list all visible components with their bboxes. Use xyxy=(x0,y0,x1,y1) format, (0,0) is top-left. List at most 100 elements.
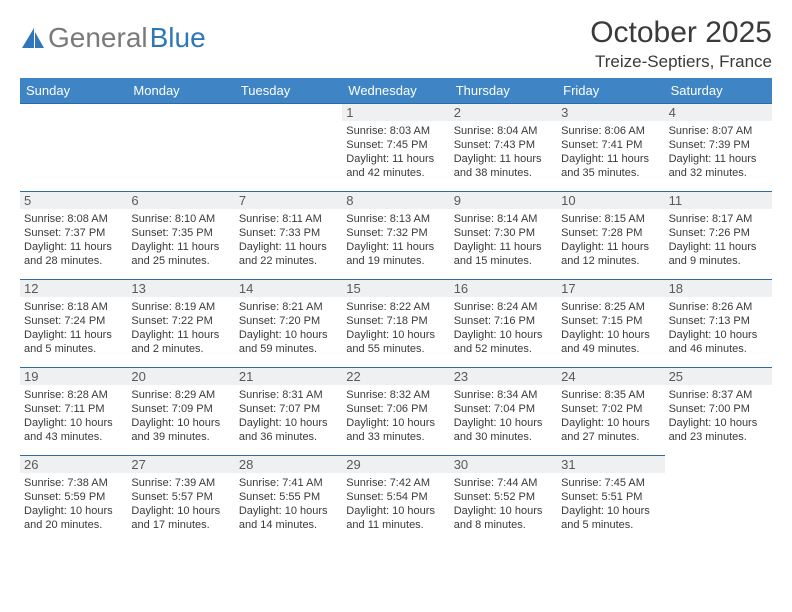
sunrise-line: Sunrise: 7:39 AM xyxy=(131,476,230,490)
sunset-line: Sunset: 7:20 PM xyxy=(239,314,338,328)
sunrise-line: Sunrise: 7:38 AM xyxy=(24,476,123,490)
sunrise-line: Sunrise: 8:10 AM xyxy=(131,212,230,226)
day-number: 8 xyxy=(342,192,449,209)
sunset-line: Sunset: 7:32 PM xyxy=(346,226,445,240)
day-number: 11 xyxy=(665,192,772,209)
brand-logo: General Blue xyxy=(20,22,206,54)
daylight-line: Daylight: 11 hours and 5 minutes. xyxy=(24,328,123,356)
day-cell: 10Sunrise: 8:15 AMSunset: 7:28 PMDayligh… xyxy=(557,191,664,279)
daylight-line: Daylight: 10 hours and 59 minutes. xyxy=(239,328,338,356)
weekday-header-cell: Tuesday xyxy=(235,78,342,103)
sunset-line: Sunset: 7:18 PM xyxy=(346,314,445,328)
weekday-header-cell: Sunday xyxy=(20,78,127,103)
sunrise-line: Sunrise: 8:34 AM xyxy=(454,388,553,402)
daylight-line: Daylight: 10 hours and 23 minutes. xyxy=(669,416,768,444)
sunset-line: Sunset: 5:54 PM xyxy=(346,490,445,504)
daylight-line: Daylight: 10 hours and 27 minutes. xyxy=(561,416,660,444)
day-cell: 2Sunrise: 8:04 AMSunset: 7:43 PMDaylight… xyxy=(450,103,557,191)
blank-cell xyxy=(127,103,234,191)
day-cell: 24Sunrise: 8:35 AMSunset: 7:02 PMDayligh… xyxy=(557,367,664,455)
sail-icon xyxy=(20,26,46,50)
sunrise-line: Sunrise: 7:41 AM xyxy=(239,476,338,490)
daylight-line: Daylight: 10 hours and 17 minutes. xyxy=(131,504,230,532)
location-label: Treize-Septiers, France xyxy=(590,52,772,72)
sunrise-line: Sunrise: 8:19 AM xyxy=(131,300,230,314)
header-bar: General Blue October 2025 Treize-Septier… xyxy=(20,16,772,72)
sunrise-line: Sunrise: 8:14 AM xyxy=(454,212,553,226)
day-number: 12 xyxy=(20,280,127,297)
sunrise-line: Sunrise: 8:32 AM xyxy=(346,388,445,402)
sunset-line: Sunset: 7:24 PM xyxy=(24,314,123,328)
daylight-line: Daylight: 11 hours and 2 minutes. xyxy=(131,328,230,356)
sunrise-line: Sunrise: 8:06 AM xyxy=(561,124,660,138)
day-number: 24 xyxy=(557,368,664,385)
day-cell: 28 Sunrise: 7:41 AMSunset: 5:55 PMDayligh… xyxy=(235,455,342,543)
sunrise-line: Sunrise: 8:18 AM xyxy=(24,300,123,314)
sunrise-line: Sunrise: 8:17 AM xyxy=(669,212,768,226)
daylight-line: Daylight: 10 hours and 14 minutes. xyxy=(239,504,338,532)
weekday-header-cell: Wednesday xyxy=(342,78,449,103)
sunset-line: Sunset: 7:43 PM xyxy=(454,138,553,152)
day-cell: 16Sunrise: 8:24 AMSunset: 7:16 PMDayligh… xyxy=(450,279,557,367)
daylight-line: Daylight: 10 hours and 33 minutes. xyxy=(346,416,445,444)
sunset-line: Sunset: 5:57 PM xyxy=(131,490,230,504)
sunrise-line: Sunrise: 8:26 AM xyxy=(669,300,768,314)
sunrise-line: Sunrise: 8:03 AM xyxy=(346,124,445,138)
daylight-line: Daylight: 10 hours and 49 minutes. xyxy=(561,328,660,356)
day-number: 20 xyxy=(127,368,234,385)
day-cell: 9Sunrise: 8:14 AMSunset: 7:30 PMDaylight… xyxy=(450,191,557,279)
day-number: 30 xyxy=(450,456,557,473)
day-number: 14 xyxy=(235,280,342,297)
sunrise-line: Sunrise: 8:35 AM xyxy=(561,388,660,402)
day-number: 25 xyxy=(665,368,772,385)
sunrise-line: Sunrise: 8:04 AM xyxy=(454,124,553,138)
day-number: 31 xyxy=(557,456,664,473)
day-cell: 12 Sunrise: 8:18 AMSunset: 7:24 PMDayligh… xyxy=(20,279,127,367)
sunset-line: Sunset: 7:00 PM xyxy=(669,402,768,416)
daylight-line: Daylight: 10 hours and 8 minutes. xyxy=(454,504,553,532)
daylight-line: Daylight: 11 hours and 35 minutes. xyxy=(561,152,660,180)
sunset-line: Sunset: 7:35 PM xyxy=(131,226,230,240)
daylight-line: Daylight: 11 hours and 28 minutes. xyxy=(24,240,123,268)
daylight-line: Daylight: 10 hours and 30 minutes. xyxy=(454,416,553,444)
sunset-line: Sunset: 5:51 PM xyxy=(561,490,660,504)
sunset-line: Sunset: 7:09 PM xyxy=(131,402,230,416)
day-number: 16 xyxy=(450,280,557,297)
day-number: 7 xyxy=(235,192,342,209)
sunrise-line: Sunrise: 7:45 AM xyxy=(561,476,660,490)
calendar-page: General Blue October 2025 Treize-Septier… xyxy=(0,0,792,543)
sunset-line: Sunset: 7:15 PM xyxy=(561,314,660,328)
day-cell: 30Sunrise: 7:44 AMSunset: 5:52 PMDayligh… xyxy=(450,455,557,543)
day-cell: 7Sunrise: 8:11 AMSunset: 7:33 PMDaylight… xyxy=(235,191,342,279)
day-number: 21 xyxy=(235,368,342,385)
sunset-line: Sunset: 5:55 PM xyxy=(239,490,338,504)
sunset-line: Sunset: 7:13 PM xyxy=(669,314,768,328)
day-cell: 21Sunrise: 8:31 AMSunset: 7:07 PMDayligh… xyxy=(235,367,342,455)
sunrise-line: Sunrise: 8:25 AM xyxy=(561,300,660,314)
sunset-line: Sunset: 7:11 PM xyxy=(24,402,123,416)
daylight-line: Daylight: 11 hours and 38 minutes. xyxy=(454,152,553,180)
day-number: 1 xyxy=(342,104,449,121)
day-number: 3 xyxy=(557,104,664,121)
calendar-grid: 1Sunrise: 8:03 AMSunset: 7:45 PMDaylight… xyxy=(20,103,772,543)
day-number: 28 xyxy=(235,456,342,473)
day-cell: 14Sunrise: 8:21 AMSunset: 7:20 PMDayligh… xyxy=(235,279,342,367)
day-cell: 25Sunrise: 8:37 AMSunset: 7:00 PMDayligh… xyxy=(665,367,772,455)
day-number: 27 xyxy=(127,456,234,473)
daylight-line: Daylight: 10 hours and 20 minutes. xyxy=(24,504,123,532)
weekday-header-cell: Saturday xyxy=(665,78,772,103)
sunrise-line: Sunrise: 8:08 AM xyxy=(24,212,123,226)
daylight-line: Daylight: 10 hours and 52 minutes. xyxy=(454,328,553,356)
weekday-header-row: SundayMondayTuesdayWednesdayThursdayFrid… xyxy=(20,78,772,103)
day-cell: 15Sunrise: 8:22 AMSunset: 7:18 PMDayligh… xyxy=(342,279,449,367)
sunrise-line: Sunrise: 8:11 AM xyxy=(239,212,338,226)
day-cell: 6Sunrise: 8:10 AMSunset: 7:35 PMDaylight… xyxy=(127,191,234,279)
sunrise-line: Sunrise: 8:29 AM xyxy=(131,388,230,402)
day-number: 4 xyxy=(665,104,772,121)
title-block: October 2025 Treize-Septiers, France xyxy=(590,16,772,72)
brand-part2: Blue xyxy=(150,22,206,54)
sunrise-line: Sunrise: 8:13 AM xyxy=(346,212,445,226)
day-number: 13 xyxy=(127,280,234,297)
daylight-line: Daylight: 11 hours and 12 minutes. xyxy=(561,240,660,268)
day-cell: 31Sunrise: 7:45 AMSunset: 5:51 PMDayligh… xyxy=(557,455,664,543)
